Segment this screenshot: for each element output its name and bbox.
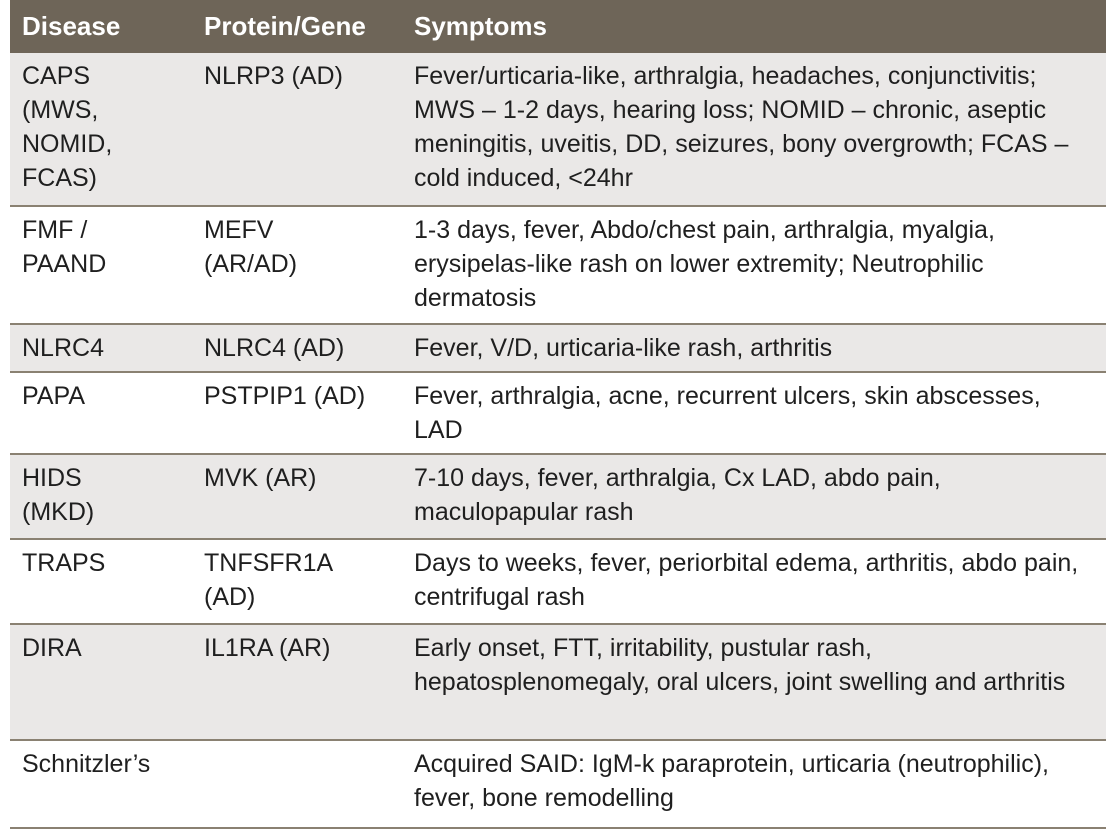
table-row: PAPA PSTPIP1 (AD) Fever, arthralgia, acn… [10,372,1106,455]
gene-cell [192,740,402,829]
gene-cell: TNFSFR1A (AD) [192,539,402,625]
disease-cell: CAPS (MWS, NOMID, FCAS) [10,53,192,207]
table-row: Schnitzler’s Acquired SAID: IgM-k parapr… [10,740,1106,829]
symptoms-cell: 7-10 days, fever, arthralgia, Cx LAD, ab… [402,454,1106,540]
disease-cell: DIRA [10,624,192,741]
disease-cell: Schnitzler’s [10,740,192,829]
header-symptoms: Symptoms [414,11,547,41]
table-row: NLRC4 NLRC4 (AD) Fever, V/D, urticaria-l… [10,324,1106,373]
table-row: HIDS (MKD) MVK (AR) 7-10 days, fever, ar… [10,454,1106,540]
table-row: CAPS (MWS, NOMID, FCAS) NLRP3 (AD) Fever… [10,53,1106,207]
disease-cell: TRAPS [10,539,192,625]
gene-cell: MEFV (AR/AD) [192,206,402,325]
header-protein-gene: Protein/Gene [204,11,366,41]
disease-cell: NLRC4 [10,324,192,373]
disease-cell: FMF / PAAND [10,206,192,325]
gene-cell: IL1RA (AR) [192,624,402,741]
gene-cell: MVK (AR) [192,454,402,540]
disease-cell: PAPA [10,372,192,455]
disease-cell: HIDS (MKD) [10,454,192,540]
table-row: TRAPS TNFSFR1A (AD) Days to weeks, fever… [10,539,1106,625]
table-header-row: Disease Protein/Gene Symptoms [10,0,1106,53]
table-row: DIRA IL1RA (AR) Early onset, FTT, irrita… [10,624,1106,741]
symptoms-cell: Fever/urticaria-like, arthralgia, headac… [402,53,1106,207]
gene-cell: NLRC4 (AD) [192,324,402,373]
symptoms-cell: Fever, arthralgia, acne, recurrent ulcer… [402,372,1106,455]
symptoms-cell: Early onset, FTT, irritability, pustular… [402,624,1106,741]
symptoms-cell: Fever, V/D, urticaria-like rash, arthrit… [402,324,1106,373]
symptoms-cell: Acquired SAID: IgM-k paraprotein, urtica… [402,740,1106,829]
symptoms-cell: Days to weeks, fever, periorbital edema,… [402,539,1106,625]
symptoms-cell: 1-3 days, fever, Abdo/chest pain, arthra… [402,206,1106,325]
table-row: FMF / PAAND MEFV (AR/AD) 1-3 days, fever… [10,206,1106,325]
disease-table: Disease Protein/Gene Symptoms CAPS (MWS,… [10,0,1106,829]
gene-cell: NLRP3 (AD) [192,53,402,207]
gene-cell: PSTPIP1 (AD) [192,372,402,455]
header-disease: Disease [22,11,121,41]
